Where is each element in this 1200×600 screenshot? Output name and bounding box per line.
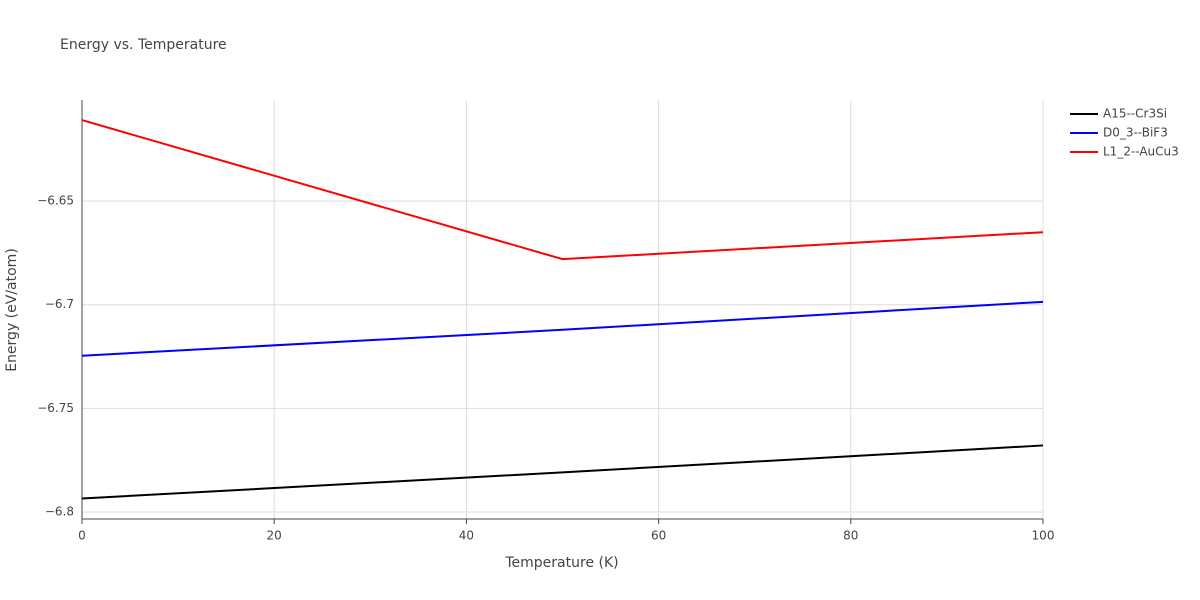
x-axis-title: Temperature (K) bbox=[504, 555, 618, 571]
x-tick-label: 80 bbox=[843, 529, 858, 543]
series-line bbox=[81, 300, 1044, 357]
legend-label: D0_3--BiF3 bbox=[1103, 126, 1168, 140]
chart-title: Energy vs. Temperature bbox=[60, 37, 227, 53]
y-tick-label: −6.65 bbox=[37, 194, 74, 208]
y-tick-label: −6.75 bbox=[37, 401, 74, 415]
legend-label: A15--Cr3Si bbox=[1103, 107, 1167, 121]
series-line bbox=[81, 444, 1044, 500]
x-tick-label: 60 bbox=[651, 529, 666, 543]
legend-label: L1_2--AuCu3 bbox=[1103, 145, 1179, 159]
x-tick-label: 40 bbox=[459, 529, 474, 543]
x-tick-label: 0 bbox=[78, 529, 86, 543]
y-tick-label: −6.8 bbox=[45, 504, 74, 518]
y-tick-label: −6.7 bbox=[45, 297, 74, 311]
x-tick-label: 20 bbox=[267, 529, 282, 543]
x-tick-label: 100 bbox=[1032, 529, 1055, 543]
y-axis-title: Energy (eV/atom) bbox=[4, 248, 20, 372]
series-line bbox=[81, 119, 1044, 261]
